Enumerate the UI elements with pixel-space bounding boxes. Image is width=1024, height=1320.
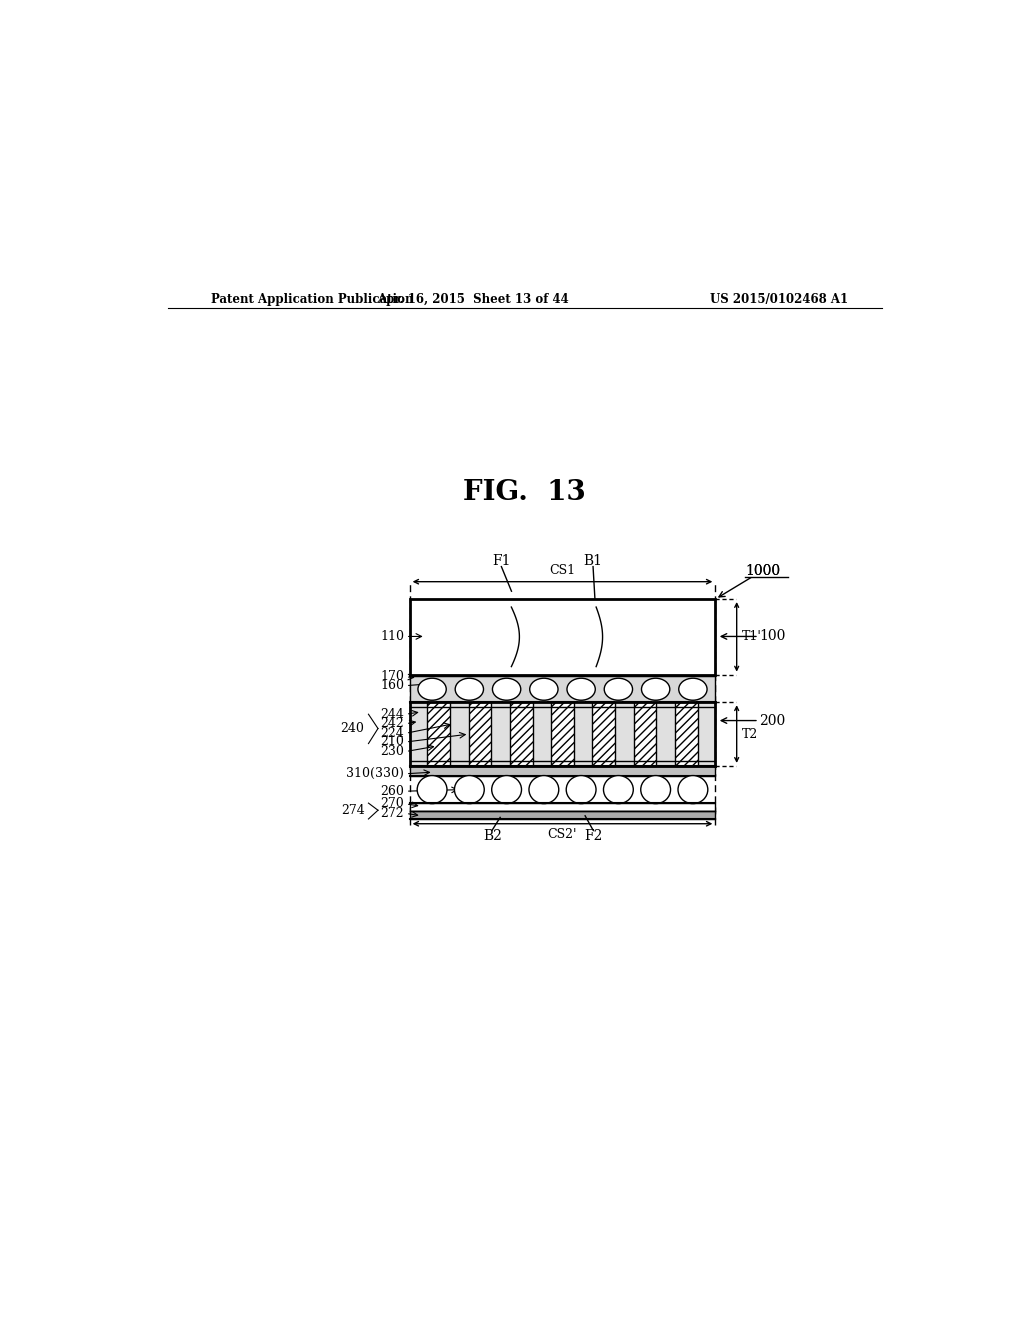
Bar [410, 803, 715, 810]
Text: 272: 272 [381, 807, 404, 820]
Ellipse shape [529, 678, 558, 700]
Bar [469, 702, 492, 766]
Text: F2: F2 [584, 829, 602, 843]
Bar [503, 696, 510, 702]
Text: 274: 274 [341, 804, 365, 817]
Text: 240: 240 [341, 722, 365, 735]
Text: T2: T2 [742, 727, 759, 741]
Bar [429, 696, 435, 702]
Ellipse shape [456, 678, 483, 700]
Bar [510, 702, 532, 766]
Bar [410, 676, 715, 702]
Text: FIG.  13: FIG. 13 [464, 479, 586, 506]
Ellipse shape [604, 678, 633, 700]
Ellipse shape [641, 776, 671, 804]
Ellipse shape [418, 678, 446, 700]
Text: B1: B1 [584, 554, 602, 568]
Text: 230: 230 [380, 744, 404, 758]
Bar [675, 702, 697, 766]
Text: 210: 210 [380, 735, 404, 748]
Text: 200: 200 [759, 714, 785, 727]
Text: Patent Application Publication: Patent Application Publication [211, 293, 414, 306]
Text: 170: 170 [380, 671, 404, 684]
Bar [593, 702, 615, 766]
Text: CS2': CS2' [548, 829, 578, 841]
Bar [634, 702, 656, 766]
Ellipse shape [455, 776, 484, 804]
Bar [410, 599, 715, 675]
Bar [541, 696, 548, 702]
Ellipse shape [603, 776, 633, 804]
Text: 224: 224 [381, 727, 404, 739]
Text: 1000: 1000 [745, 565, 780, 578]
Bar [578, 696, 585, 702]
Bar [689, 696, 696, 702]
Ellipse shape [641, 678, 670, 700]
Ellipse shape [566, 776, 596, 804]
Text: 244: 244 [380, 708, 404, 721]
Ellipse shape [567, 678, 595, 700]
Text: B2: B2 [482, 829, 502, 843]
Text: 100: 100 [759, 630, 785, 643]
Ellipse shape [492, 776, 521, 804]
Text: F1: F1 [493, 554, 511, 568]
Bar [410, 766, 715, 776]
Text: CS1: CS1 [550, 564, 575, 577]
Text: 1000: 1000 [745, 565, 780, 578]
Text: 260: 260 [380, 784, 404, 797]
Ellipse shape [679, 678, 707, 700]
Ellipse shape [493, 678, 521, 700]
Bar [466, 696, 473, 702]
Bar [551, 702, 573, 766]
Text: Apr. 16, 2015  Sheet 13 of 44: Apr. 16, 2015 Sheet 13 of 44 [377, 293, 569, 306]
Text: 110: 110 [380, 630, 404, 643]
Text: US 2015/0102468 A1: US 2015/0102468 A1 [710, 293, 848, 306]
Bar [410, 810, 715, 818]
Text: 160: 160 [380, 680, 404, 692]
Ellipse shape [417, 776, 447, 804]
Bar [652, 696, 659, 702]
Bar [427, 702, 450, 766]
Text: 242: 242 [381, 717, 404, 730]
Bar [410, 702, 715, 766]
Text: 310(330): 310(330) [346, 767, 404, 780]
Ellipse shape [529, 776, 559, 804]
Text: T1': T1' [742, 631, 762, 643]
Text: 270: 270 [381, 797, 404, 810]
Bar [614, 696, 622, 702]
Ellipse shape [678, 776, 708, 804]
